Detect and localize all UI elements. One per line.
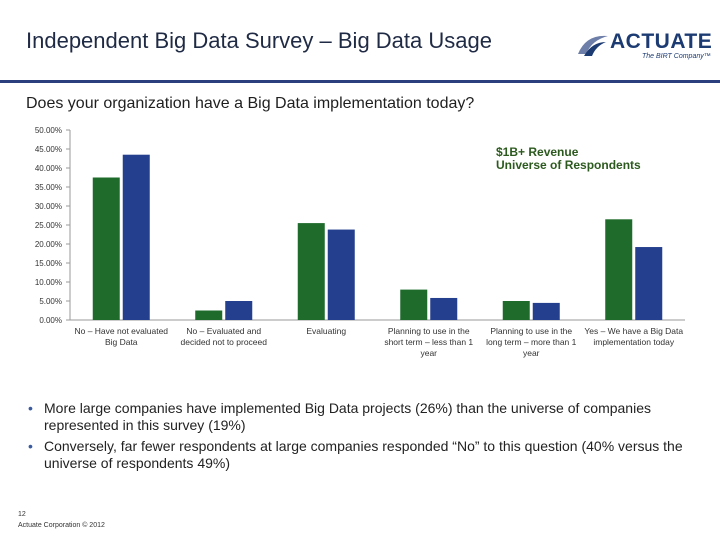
finding-item: More large companies have implemented Bi… <box>28 400 688 434</box>
bar <box>297 223 325 320</box>
bar <box>92 177 120 320</box>
x-category-label: implementation today <box>593 337 675 347</box>
y-tick-label: 35.00% <box>35 183 62 192</box>
copyright: Actuate Corporation © 2012 <box>18 522 105 529</box>
y-tick-label: 20.00% <box>35 240 62 249</box>
x-category-label: Planning to use in the <box>388 326 470 336</box>
page-number: 12 <box>18 511 26 518</box>
bar <box>122 154 150 320</box>
logo-swoosh-icon <box>578 35 608 56</box>
x-category-label: long term – more than 1 <box>486 337 577 347</box>
bar <box>400 289 428 320</box>
bar <box>605 219 633 320</box>
y-tick-label: 45.00% <box>35 145 62 154</box>
slide-title: Independent Big Data Survey – Big Data U… <box>26 28 492 53</box>
company-logo: ACTUATE The BIRT Company™ <box>576 26 712 64</box>
bar <box>225 301 253 320</box>
y-tick-label: 10.00% <box>35 278 62 287</box>
bar <box>430 297 458 320</box>
y-tick-label: 30.00% <box>35 202 62 211</box>
y-tick-label: 0.00% <box>39 316 62 325</box>
header-rule <box>0 80 720 83</box>
bar <box>635 247 663 320</box>
logo-wordmark: ACTUATE <box>610 30 713 53</box>
findings-list: More large companies have implemented Bi… <box>28 400 688 476</box>
y-tick-label: 15.00% <box>35 259 62 268</box>
bar <box>195 310 223 320</box>
bar <box>502 301 530 320</box>
bar-chart: 0.00% 5.00% 10.00% 15.00% 20.00% 25.00% 30.00%… <box>35 126 685 358</box>
bar <box>327 229 355 320</box>
survey-question: Does your organization have a Big Data i… <box>26 95 475 112</box>
y-tick-label: 25.00% <box>35 221 62 230</box>
bar <box>532 302 560 320</box>
legend-entry: Universe of Respondents <box>496 158 641 172</box>
x-category-label: Yes – We have a Big Data <box>584 326 683 336</box>
x-category-label: year <box>420 348 437 358</box>
x-category-label: Big Data <box>105 337 138 347</box>
x-category-label: No – Evaluated and <box>186 326 261 336</box>
x-category-label: No – Have not evaluated <box>74 326 168 336</box>
y-tick-label: 5.00% <box>39 297 62 306</box>
x-category-label: year <box>523 348 540 358</box>
x-category-label: decided not to proceed <box>181 337 268 347</box>
y-tick-label: 40.00% <box>35 164 62 173</box>
finding-item: Conversely, far fewer respondents at lar… <box>28 438 688 472</box>
legend-entry: $1B+ Revenue <box>496 145 579 159</box>
x-category-label: Evaluating <box>306 326 346 336</box>
x-category-label: Planning to use in the <box>490 326 572 336</box>
y-tick-label: 50.00% <box>35 126 62 135</box>
logo-tagline: The BIRT Company™ <box>642 53 711 60</box>
x-category-label: short term – less than 1 <box>384 337 473 347</box>
